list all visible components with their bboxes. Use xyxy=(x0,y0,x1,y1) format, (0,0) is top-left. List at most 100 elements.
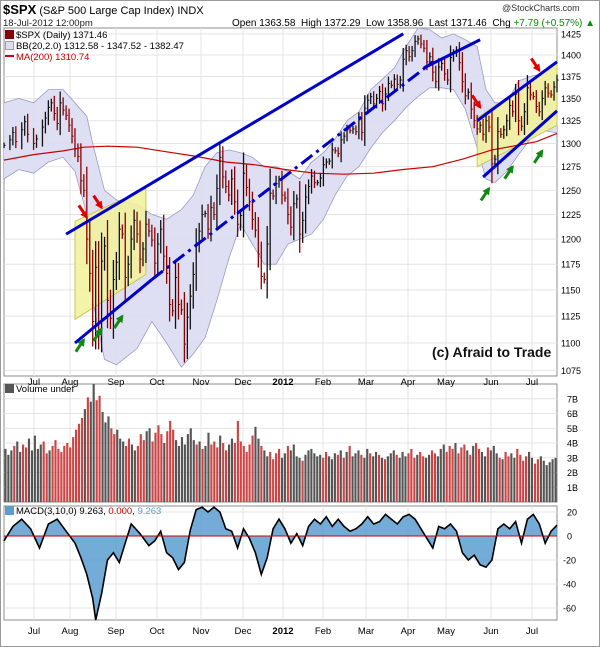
price-y-tick: 1425 xyxy=(561,29,581,39)
volume-bar xyxy=(213,441,216,502)
volume-bar xyxy=(16,441,19,502)
volume-bar xyxy=(333,453,336,502)
macd-title: MACD(3,10,0) 9.263, 0.000, 9.263 xyxy=(5,506,161,517)
volume-bar xyxy=(292,444,295,502)
volume-bar xyxy=(404,456,407,502)
volume-bar xyxy=(451,448,454,502)
volume-bar xyxy=(201,448,204,502)
legend-ma200: MA(200) 1310.74 xyxy=(5,52,89,63)
volume-bar xyxy=(442,444,445,502)
volume-bar xyxy=(498,457,501,503)
volume-bar xyxy=(136,445,139,502)
volume-bar xyxy=(530,457,534,503)
volume-bar xyxy=(407,453,410,502)
price-y-tick: 1325 xyxy=(561,116,581,126)
volume-bar xyxy=(169,420,172,502)
volume-bar xyxy=(472,445,475,502)
volume-bar xyxy=(7,454,10,502)
volume-bar xyxy=(319,454,322,502)
volume-bar xyxy=(251,435,254,502)
price-y-tick: 1175 xyxy=(561,260,580,270)
trendline-6 xyxy=(482,109,559,179)
volume-bar xyxy=(301,460,304,502)
volume-bar xyxy=(157,425,160,502)
volume-bar xyxy=(548,462,551,502)
volume-bar xyxy=(30,450,34,502)
exchange-label: INDX xyxy=(177,5,204,17)
macd-swatch-icon xyxy=(5,506,14,515)
volume-bar xyxy=(133,450,136,502)
quote-summary: Open 1363.58 High 1372.29 Low 1358.96 La… xyxy=(232,18,595,29)
volume-bar xyxy=(322,457,325,503)
volume-bar xyxy=(204,445,207,502)
volume-bar xyxy=(336,454,339,502)
price-x-tick: Jul xyxy=(28,377,40,388)
trendline-1 xyxy=(65,32,404,236)
volume-bar xyxy=(210,444,213,502)
macd-value: 9.263 xyxy=(79,506,104,517)
macd-histogram-area xyxy=(4,507,557,620)
volume-bar xyxy=(122,441,125,502)
volume-bar xyxy=(330,459,334,502)
volume-bar xyxy=(313,453,316,502)
volume-bar xyxy=(454,443,457,502)
macd-y-tick: -20 xyxy=(563,556,576,566)
volume-y-tick: 5B xyxy=(567,424,578,434)
bollinger-upper-line xyxy=(3,27,558,220)
price-x-tick: Sep xyxy=(108,377,125,388)
price-y-tick: 1300 xyxy=(561,139,581,149)
index-name: (S&P 500 Large Cap Index) xyxy=(39,5,175,17)
volume-bar xyxy=(216,447,219,502)
volume-bar xyxy=(175,440,178,502)
volume-bar xyxy=(510,453,513,502)
green-arrow-icon xyxy=(479,186,491,202)
macd-name: MACD(3,10,0) xyxy=(16,506,77,517)
price-y-tick: 1275 xyxy=(561,162,581,172)
volume-bar xyxy=(372,456,375,502)
price-x-tick: Feb xyxy=(315,377,331,388)
volume-bar xyxy=(98,395,101,502)
macd-x-tick: May xyxy=(437,626,455,637)
volume-bar xyxy=(325,451,328,502)
volume-bar xyxy=(328,456,331,502)
volume-y-tick: 2B xyxy=(567,468,578,478)
volume-bar xyxy=(254,426,257,502)
change-value: +7.79 (+0.57%) xyxy=(513,18,583,29)
legend-bollinger-label: BB(20,2.0) 1312.58 - 1347.52 - 1382.47 xyxy=(16,41,184,52)
arrow-head xyxy=(77,338,85,347)
trendline-5 xyxy=(476,60,558,122)
price-y-tick: 1350 xyxy=(561,94,581,104)
ticker-symbol: $SPX xyxy=(3,2,37,17)
volume-bar xyxy=(101,412,104,502)
volume-bar xyxy=(139,434,142,502)
volume-bar xyxy=(416,454,419,502)
volume-bar xyxy=(107,416,110,502)
volume-bar xyxy=(433,453,437,502)
trendline-3 xyxy=(150,60,434,281)
volume-bar xyxy=(307,450,310,502)
macd-line xyxy=(3,506,558,621)
volume-bar xyxy=(77,423,81,502)
arrow-head xyxy=(506,165,514,174)
volume-bar xyxy=(486,447,489,502)
price-y-tick: 1225 xyxy=(561,210,581,220)
arrow-head xyxy=(473,100,482,109)
volume-y-tick: 6B xyxy=(567,409,578,419)
price-x-tick: Mar xyxy=(358,377,374,388)
green-arrow-icon xyxy=(113,314,124,329)
legend-ma200-label: MA(200) 1310.74 xyxy=(16,52,90,63)
volume-bar xyxy=(351,456,354,502)
volume-bar xyxy=(172,429,175,502)
macd-x-tick: Nov xyxy=(193,626,210,637)
volume-bar xyxy=(166,431,169,502)
volume-bar xyxy=(310,448,313,502)
volume-bar xyxy=(222,443,225,502)
volume-bar xyxy=(360,454,363,502)
volume-bar xyxy=(480,451,484,502)
volume-bar xyxy=(257,438,260,502)
price-y-tick: 1250 xyxy=(561,186,581,196)
volume-bar xyxy=(348,445,351,502)
arrow-head xyxy=(95,200,103,210)
volume-bar xyxy=(236,420,239,502)
